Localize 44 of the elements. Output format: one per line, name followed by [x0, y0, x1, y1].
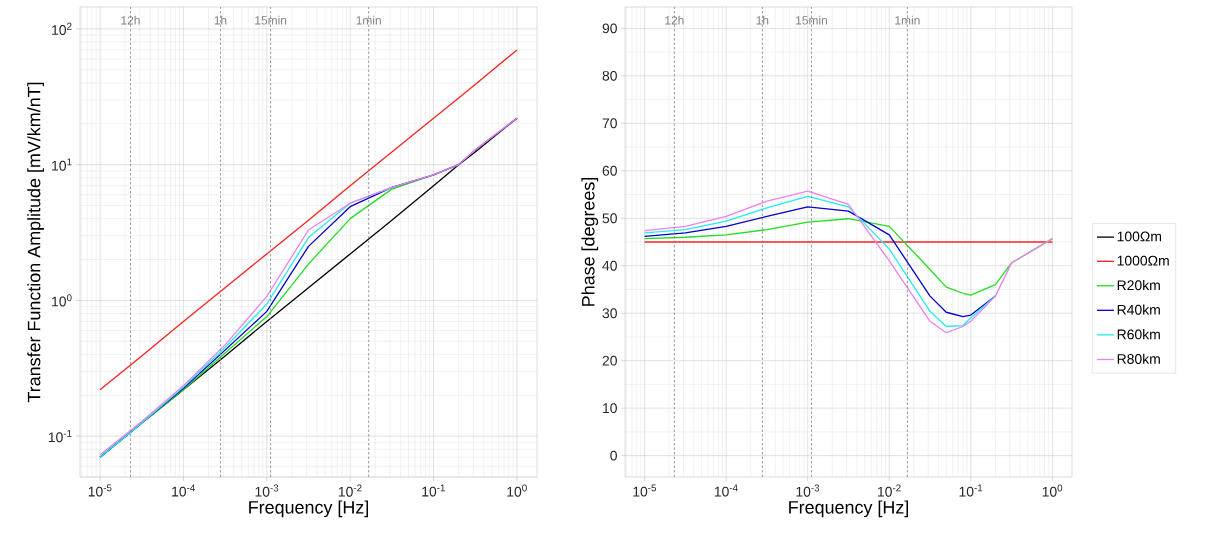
y-tick-label: 70	[602, 118, 617, 129]
legend-label: 1000Ωm	[1117, 255, 1169, 266]
x-tick-label: 10$^{0}$	[1042, 484, 1063, 497]
x-tick-label: 10$^{-3}$	[255, 484, 279, 497]
x-tick-label: 10$^{-2}$	[338, 484, 362, 497]
x-tick-label: 10$^{-5}$	[88, 484, 112, 497]
ref-line-label: 12h	[121, 15, 140, 25]
y-tick-label: 90	[602, 23, 617, 34]
y-tick-label: 10$^{1}$	[52, 158, 72, 171]
x-tick-label: 10$^{-4}$	[714, 484, 738, 497]
x-axis-title: Frequency [Hz]	[249, 500, 368, 518]
y-tick-label: 60	[602, 165, 617, 176]
ref-line-label: 1h	[214, 15, 227, 25]
x-tick-label: 10$^{-3}$	[796, 484, 820, 497]
y-tick-label: 30	[602, 308, 617, 319]
y-tick-label: 20	[602, 355, 617, 366]
ref-line-label: 12h	[665, 15, 684, 25]
x-tick-label: 10$^{-1}$	[959, 484, 983, 497]
x-tick-label: 10$^{-5}$	[633, 484, 657, 497]
ref-line-label: 1min	[356, 15, 381, 25]
legend-label: R20km	[1117, 279, 1160, 291]
y-tick-label: 10$^{2}$	[52, 22, 72, 35]
y-axis-title: Phase [degrees]	[581, 178, 599, 306]
y-tick-label: 10$^{0}$	[52, 294, 72, 307]
ref-line-label: 1min	[895, 15, 920, 25]
y-tick-label: 10	[603, 403, 617, 414]
legend-label: R60km	[1117, 329, 1160, 340]
y-tick-label: 40	[602, 260, 617, 271]
y-tick-label: 0	[610, 450, 617, 461]
legend-label: R80km	[1117, 353, 1160, 364]
x-tick-label: 10$^{-2}$	[877, 484, 901, 497]
y-tick-label: 10$^{-1}$	[48, 430, 72, 443]
legend-label: 100Ωm	[1117, 231, 1162, 242]
x-tick-label: 10$^{-4}$	[172, 484, 195, 497]
x-tick-label: 10$^{-1}$	[422, 484, 445, 497]
y-tick-label: 80	[602, 70, 617, 81]
ref-line-label: 1h	[756, 15, 769, 25]
x-axis-title: Frequency [Hz]	[789, 500, 908, 518]
ref-line-label: 15min	[255, 15, 287, 25]
y-axis-title: Transfer Function Amplitude [mV/km/nT]	[27, 82, 44, 403]
y-tick-label: 50	[602, 213, 617, 224]
legend-label: R40km	[1117, 304, 1160, 315]
ref-line-label: 15min	[796, 15, 827, 25]
x-tick-label: 10$^{0}$	[507, 484, 527, 497]
